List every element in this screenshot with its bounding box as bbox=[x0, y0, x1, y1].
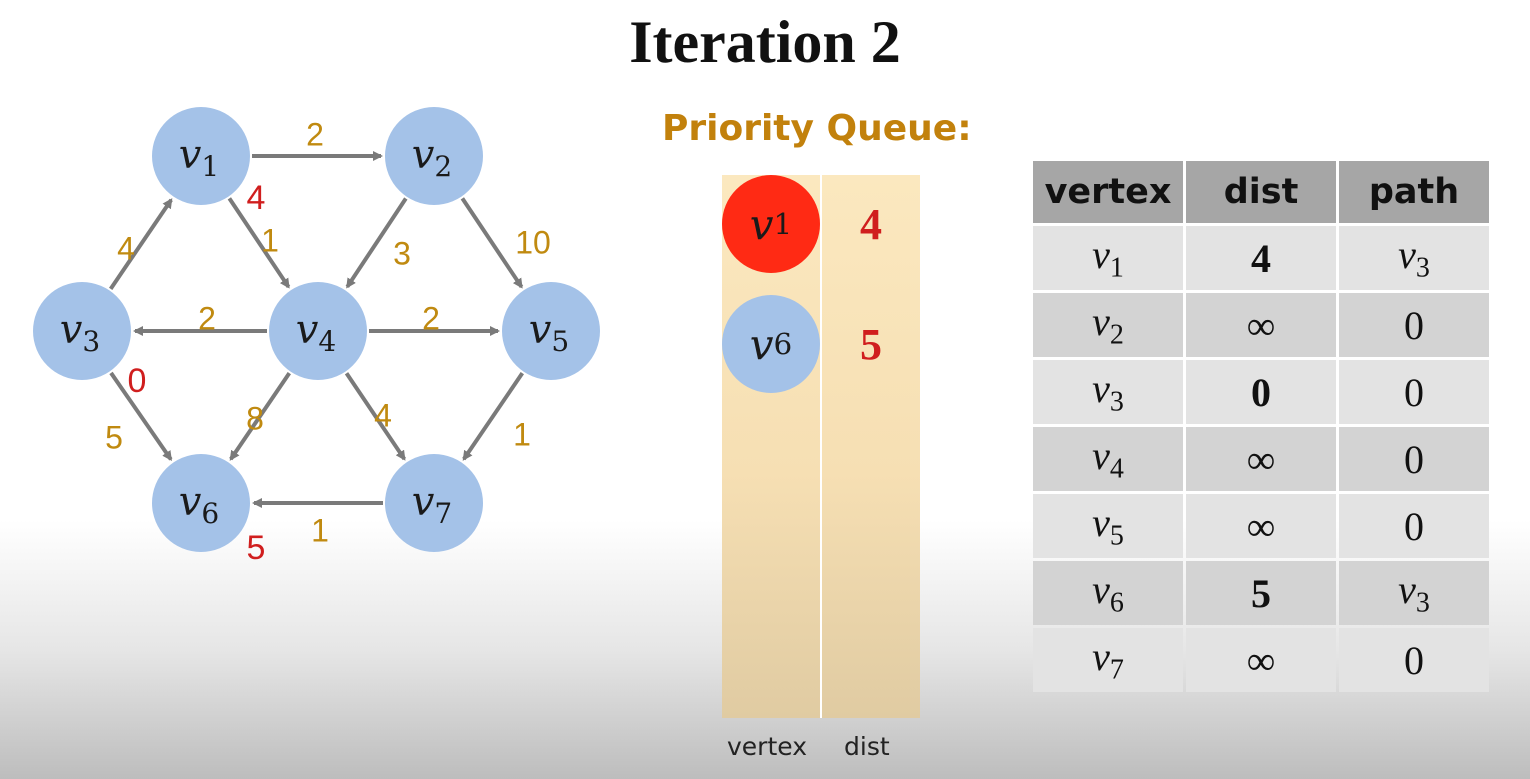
node-circle-v1 bbox=[152, 107, 250, 205]
edge-weight-v4-v5: 2 bbox=[422, 300, 440, 336]
node-v6: v6 bbox=[152, 454, 250, 552]
node-v3: v3 bbox=[33, 282, 131, 380]
table-row: v5 ∞ 0 bbox=[1033, 494, 1489, 558]
cell-vertex: v6 bbox=[1033, 561, 1183, 625]
node-v2: v2 bbox=[385, 107, 483, 205]
priority-queue-title: Priority Queue: bbox=[662, 108, 972, 149]
distance-table: vertex dist path v1 4 v3 v2 ∞ 0 v3 0 0 v4 ∞ 0 v5 ∞ 0 v6… bbox=[1030, 158, 1492, 695]
cell-path: 0 bbox=[1339, 427, 1489, 491]
table-row: v7 ∞ 0 bbox=[1033, 628, 1489, 692]
cell-vertex: v3 bbox=[1033, 360, 1183, 424]
node-dist-v3: 0 bbox=[128, 362, 147, 400]
edge-weight-v1-v4: 1 bbox=[261, 222, 279, 258]
node-circle-v6 bbox=[152, 454, 250, 552]
cell-path: 0 bbox=[1339, 628, 1489, 692]
cell-dist: ∞ bbox=[1186, 293, 1336, 357]
table-row: v1 4 v3 bbox=[1033, 226, 1489, 290]
edge-v3-v1 bbox=[109, 198, 173, 290]
edge-weight-v3-v1: 4 bbox=[117, 230, 135, 266]
cell-path: v3 bbox=[1339, 561, 1489, 625]
edge-weight-v4-v6: 8 bbox=[246, 400, 264, 436]
cell-vertex: v7 bbox=[1033, 628, 1183, 692]
header-vertex: vertex bbox=[1033, 161, 1183, 223]
node-circle-v3 bbox=[33, 282, 131, 380]
edge-weight-v4-v3: 2 bbox=[198, 300, 216, 336]
edge-weight-v7-v6: 1 bbox=[311, 512, 329, 548]
cell-path: 0 bbox=[1339, 494, 1489, 558]
node-v7: v7 bbox=[385, 454, 483, 552]
cell-path: 0 bbox=[1339, 360, 1489, 424]
header-path: path bbox=[1339, 161, 1489, 223]
table-row: v6 5 v3 bbox=[1033, 561, 1489, 625]
queue-dist: 4 bbox=[860, 199, 882, 249]
queue-dist: 5 bbox=[860, 319, 882, 369]
edge-v2-v5 bbox=[460, 197, 524, 289]
edge-v2-v4 bbox=[345, 197, 408, 289]
edge-weight-v3-v6: 5 bbox=[105, 419, 123, 455]
table-row: v2 ∞ 0 bbox=[1033, 293, 1489, 357]
node-dist-v1: 4 bbox=[247, 179, 266, 217]
cell-path: v3 bbox=[1339, 226, 1489, 290]
cell-dist: 5 bbox=[1186, 561, 1336, 625]
table-row: v3 0 0 bbox=[1033, 360, 1489, 424]
cell-vertex: v4 bbox=[1033, 427, 1183, 491]
cell-vertex: v2 bbox=[1033, 293, 1183, 357]
node-circle-v4 bbox=[269, 282, 367, 380]
edge-v5-v7 bbox=[462, 372, 524, 461]
node-circle-v7 bbox=[385, 454, 483, 552]
edge-v4-v7 bbox=[344, 372, 407, 461]
cell-dist: ∞ bbox=[1186, 494, 1336, 558]
cell-vertex: v1 bbox=[1033, 226, 1183, 290]
priority-queue-divider bbox=[820, 175, 822, 718]
edge-weight-v4-v7: 4 bbox=[374, 397, 392, 433]
cell-dist: ∞ bbox=[1186, 427, 1336, 491]
node-circle-v2 bbox=[385, 107, 483, 205]
node-label-v7: v7 bbox=[412, 479, 452, 530]
node-v4: v4 bbox=[269, 282, 367, 380]
priority-queue-vertex-label: vertex bbox=[727, 732, 807, 761]
node-dist-v6: 5 bbox=[247, 529, 266, 567]
node-circle-v5 bbox=[502, 282, 600, 380]
priority-queue-dist-label: dist bbox=[844, 732, 890, 761]
cell-dist: ∞ bbox=[1186, 628, 1336, 692]
cell-dist: 0 bbox=[1186, 360, 1336, 424]
cell-vertex: v5 bbox=[1033, 494, 1183, 558]
cell-path: 0 bbox=[1339, 293, 1489, 357]
table-row: v4 ∞ 0 bbox=[1033, 427, 1489, 491]
edge-weight-v2-v5: 10 bbox=[515, 224, 551, 260]
edge-v1-v4 bbox=[227, 197, 291, 289]
edge-weight-v2-v4: 3 bbox=[393, 235, 411, 271]
node-v1: v1 bbox=[152, 107, 250, 205]
edge-weight-v1-v2: 2 bbox=[306, 116, 324, 152]
edge-v3-v6 bbox=[109, 371, 173, 462]
edge-weight-v5-v7: 1 bbox=[513, 416, 531, 452]
node-v5: v5 bbox=[502, 282, 600, 380]
header-dist: dist bbox=[1186, 161, 1336, 223]
cell-dist: 4 bbox=[1186, 226, 1336, 290]
page-title: Iteration 2 bbox=[629, 9, 901, 75]
edge-v4-v6 bbox=[229, 372, 291, 461]
